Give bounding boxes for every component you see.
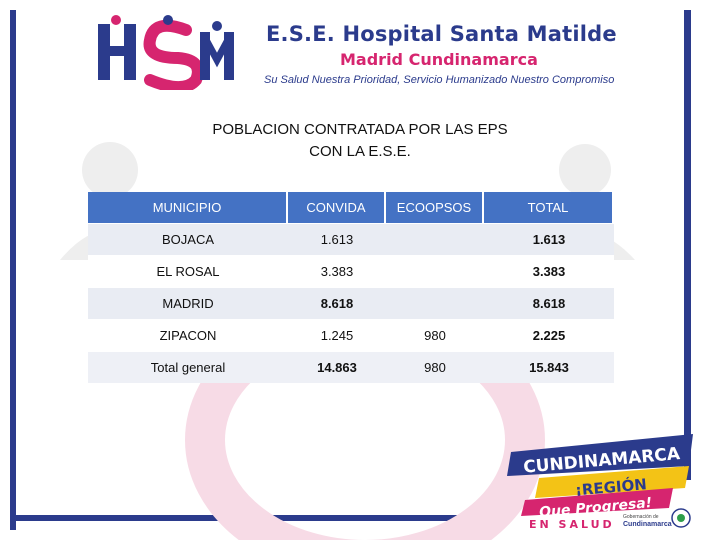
cell-convida: 14.863 — [288, 351, 386, 383]
hospital-name: E.S.E. Hospital Santa Matilde — [266, 22, 617, 46]
cell-convida: 1.245 — [288, 319, 386, 351]
frame-left-bar — [10, 10, 16, 530]
hospital-slogan: Su Salud Nuestra Prioridad, Servicio Hum… — [264, 74, 615, 86]
frame-right-bar — [684, 10, 691, 480]
hospital-city: Madrid Cundinamarca — [340, 50, 538, 69]
cell-municipio: Total general — [88, 351, 288, 383]
table-row: MADRID 8.618 8.618 — [88, 287, 614, 319]
col-header-municipio: MUNICIPIO — [88, 192, 288, 223]
cell-total: 15.843 — [484, 351, 614, 383]
gov-name-text: Cundinamarca — [623, 521, 672, 528]
table-row: BOJACA 1.613 1.613 — [88, 223, 614, 255]
title-line-2: CON LA E.S.E. — [309, 143, 411, 160]
cell-municipio: ZIPACON — [88, 319, 288, 351]
table-row-total: Total general 14.863 980 15.843 — [88, 351, 614, 383]
cell-ecoopsos — [386, 255, 484, 287]
badge-salud: EN SALUD — [529, 518, 615, 530]
table-header-row: MUNICIPIO CONVIDA ECOOPSOS TOTAL — [88, 192, 614, 223]
cell-municipio: MADRID — [88, 287, 288, 319]
title-line-1: POBLACION CONTRATADA POR LAS EPS — [212, 121, 508, 138]
col-header-ecoopsos: ECOOPSOS — [386, 192, 484, 223]
header: E.S.E. Hospital Santa Matilde Madrid Cun… — [90, 12, 630, 92]
cell-total: 2.225 — [484, 319, 614, 351]
cell-municipio: BOJACA — [88, 223, 288, 255]
cundinamarca-badge: CUNDINAMARCA ¡REGIÓN Que Progresa! EN SA… — [507, 434, 693, 530]
cell-total: 8.618 — [484, 287, 614, 319]
cell-total: 1.613 — [484, 223, 614, 255]
cell-ecoopsos — [386, 287, 484, 319]
table-row: ZIPACON 1.245 980 2.225 — [88, 319, 614, 351]
table-row: EL ROSAL 3.383 3.383 — [88, 255, 614, 287]
page-title: POBLACION CONTRATADA POR LAS EPS CON LA … — [160, 119, 560, 163]
col-header-convida: CONVIDA — [288, 192, 386, 223]
col-header-total: TOTAL — [484, 192, 614, 223]
hsm-logo — [98, 15, 234, 90]
cell-ecoopsos: 980 — [386, 319, 484, 351]
cell-convida: 1.613 — [288, 223, 386, 255]
population-table: MUNICIPIO CONVIDA ECOOPSOS TOTAL BOJACA … — [88, 192, 614, 383]
gov-small-text: Gobernación de — [623, 514, 659, 520]
cell-municipio: EL ROSAL — [88, 255, 288, 287]
cell-ecoopsos: 980 — [386, 351, 484, 383]
cell-convida: 8.618 — [288, 287, 386, 319]
cell-total: 3.383 — [484, 255, 614, 287]
cell-convida: 3.383 — [288, 255, 386, 287]
cell-ecoopsos — [386, 223, 484, 255]
